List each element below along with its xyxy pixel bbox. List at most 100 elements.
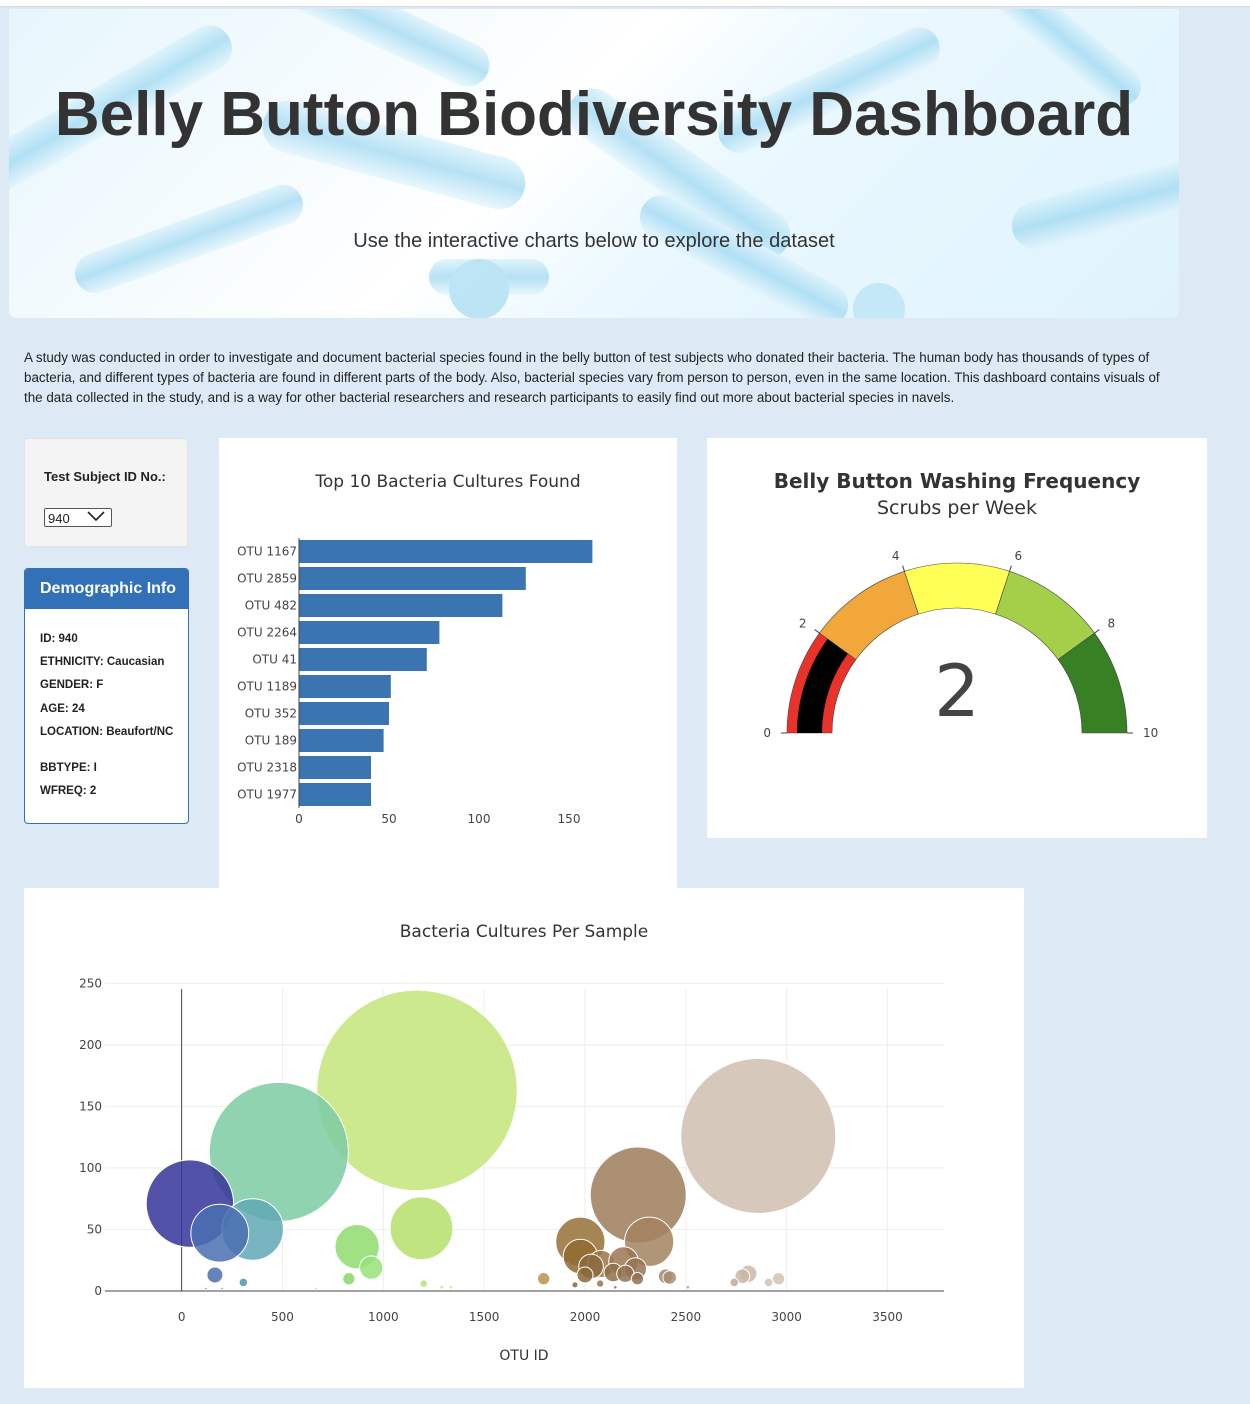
demographic-info-panel: Demographic Info ID: 940 ETHNICITY: Cauc… <box>24 568 189 824</box>
bar-x-tick-label: 100 <box>468 812 491 826</box>
bubble-y-tick-label: 50 <box>87 1222 102 1236</box>
bar-category-label: OTU 1977 <box>237 788 297 802</box>
bar-chart-card: Top 10 Bacteria Cultures Found OTU 1167 OT… <box>219 438 677 888</box>
gauge-tick <box>902 565 905 572</box>
bar-otu-2859 <box>299 567 526 590</box>
gauge-tick-label: 10 <box>1143 726 1158 740</box>
bubble-y-tick-label: 0 <box>94 1284 102 1298</box>
subject-selector-label: Test Subject ID No.: <box>44 469 166 484</box>
demo-id: ID: 940 <box>40 633 78 645</box>
gauge-tick <box>1009 565 1012 572</box>
bubble-x-tick-label: 1000 <box>368 1310 399 1324</box>
gauge-subtitle: Scrubs per Week <box>877 497 1037 519</box>
bubble-point <box>734 1268 751 1285</box>
demo-wfreq: WFREQ: 2 <box>40 785 97 797</box>
subject-id-value: 940 <box>48 511 70 526</box>
top-border <box>0 0 1250 7</box>
bubble-point <box>576 1266 594 1284</box>
gauge-title: Belly Button Washing Frequency <box>774 469 1140 493</box>
bar-otu-189 <box>299 729 384 752</box>
gauge-tick-label: 6 <box>1014 549 1022 563</box>
bubble-point <box>204 1286 208 1291</box>
bar-otu-1977 <box>299 783 371 806</box>
bubble-point <box>439 1284 445 1290</box>
bubble-point <box>448 1284 454 1290</box>
bubble-y-tick-label: 200 <box>79 1038 102 1052</box>
gauge-band <box>1057 632 1128 734</box>
bubble-point <box>359 1255 384 1280</box>
bubble-point <box>389 1196 454 1261</box>
demo-gender: GENDER: F <box>40 679 104 691</box>
gauge-chart-card: Belly Button Washing Frequency Scrubs per… <box>707 438 1207 838</box>
bubble-x-tick-label: 3000 <box>771 1310 802 1324</box>
bar-category-label: OTU 352 <box>245 707 297 721</box>
bar-chart-title: Top 10 Bacteria Cultures Found <box>314 472 580 492</box>
bubble-x-tick-label: 0 <box>178 1310 186 1324</box>
page-subtitle: Use the interactive charts below to expl… <box>353 230 835 252</box>
bubble-point <box>771 1272 786 1286</box>
bar-category-label: OTU 189 <box>245 734 297 748</box>
gauge-value-bar <box>797 638 848 733</box>
bubble-x-tick-label: 500 <box>271 1310 294 1324</box>
bubble-point <box>680 1057 837 1214</box>
bar-otu-352 <box>299 702 389 725</box>
bubble-point <box>571 1281 579 1289</box>
intro-paragraph: A study was conducted in order to invest… <box>24 350 1160 405</box>
bar-x-tick-label: 150 <box>558 812 581 826</box>
bubble-y-tick-label: 100 <box>79 1161 102 1175</box>
bar-category-label: OTU 2318 <box>237 761 297 775</box>
demographic-info-title: Demographic Info <box>25 569 188 609</box>
gauge-value-label: 2 <box>934 649 980 733</box>
bubble-chart-card: Bacteria Cultures Per Sample 0 500 1000 1500… <box>24 888 1024 1388</box>
bubble-point <box>662 1270 677 1285</box>
bubble-point <box>316 989 518 1192</box>
bubble-point <box>537 1272 551 1286</box>
bubble-x-tick-label: 3500 <box>872 1310 903 1324</box>
bar-category-label: OTU 482 <box>245 599 297 613</box>
demo-bbtype: BBTYPE: I <box>40 762 97 774</box>
demo-age: AGE: 24 <box>40 703 85 715</box>
bar-category-label: OTU 2859 <box>237 572 297 586</box>
bubble-point <box>419 1279 428 1288</box>
gauge-tick <box>814 629 820 634</box>
bar-otu-1189 <box>299 675 391 698</box>
bubble-point <box>314 1286 318 1291</box>
bubble-point <box>729 1277 740 1288</box>
gauge-chart: Belly Button Washing Frequency Scrubs per… <box>763 469 1158 740</box>
bubble-point <box>220 1286 224 1291</box>
bar-category-label: OTU 2264 <box>237 626 297 640</box>
gauge-tick-label: 2 <box>799 617 807 631</box>
gauge-tick-label: 0 <box>763 726 771 740</box>
demo-ethnicity: ETHNICITY: Caucasian <box>40 656 165 668</box>
bar-otu-2264 <box>299 621 440 644</box>
bubble-point <box>190 1203 250 1263</box>
bubble-x-axis-title: OTU ID <box>499 1348 548 1364</box>
bubble-point <box>612 1284 618 1290</box>
subject-selector-panel: Test Subject ID No.: 940 <box>24 438 188 547</box>
bubble-point <box>342 1272 356 1286</box>
hero-banner: Belly Button Biodiversity Dashboard Use … <box>9 9 1179 318</box>
bar-otu-41 <box>299 648 427 671</box>
gauge-band <box>904 562 1010 615</box>
bar-x-tick-label: 50 <box>381 812 396 826</box>
bubble-point <box>238 1277 249 1288</box>
gauge-tick-label: 8 <box>1107 617 1115 631</box>
bar-category-label: OTU 41 <box>252 653 297 667</box>
bar-otu-1167 <box>299 540 593 563</box>
page-title: Belly Button Biodiversity Dashboard <box>54 80 1134 149</box>
subject-id-select[interactable]: 940 <box>44 508 112 527</box>
bar-chart: Top 10 Bacteria Cultures Found OTU 1167 OT… <box>237 472 593 826</box>
bubble-point <box>595 1279 605 1288</box>
bubble-x-tick-label: 2500 <box>671 1310 702 1324</box>
bar-category-label: OTU 1167 <box>237 545 297 559</box>
bar-x-tick-label: 0 <box>295 812 303 826</box>
bar-otu-482 <box>299 594 503 617</box>
bar-otu-2318 <box>299 756 371 779</box>
gauge-tick-label: 4 <box>892 549 900 563</box>
demo-location: LOCATION: Beaufort/NC <box>40 726 174 738</box>
bubble-y-tick-label: 150 <box>79 1099 102 1113</box>
gauge-tick <box>1094 629 1100 634</box>
bacteria-background-image <box>9 9 1179 318</box>
bubble-x-tick-label: 2000 <box>570 1310 601 1324</box>
